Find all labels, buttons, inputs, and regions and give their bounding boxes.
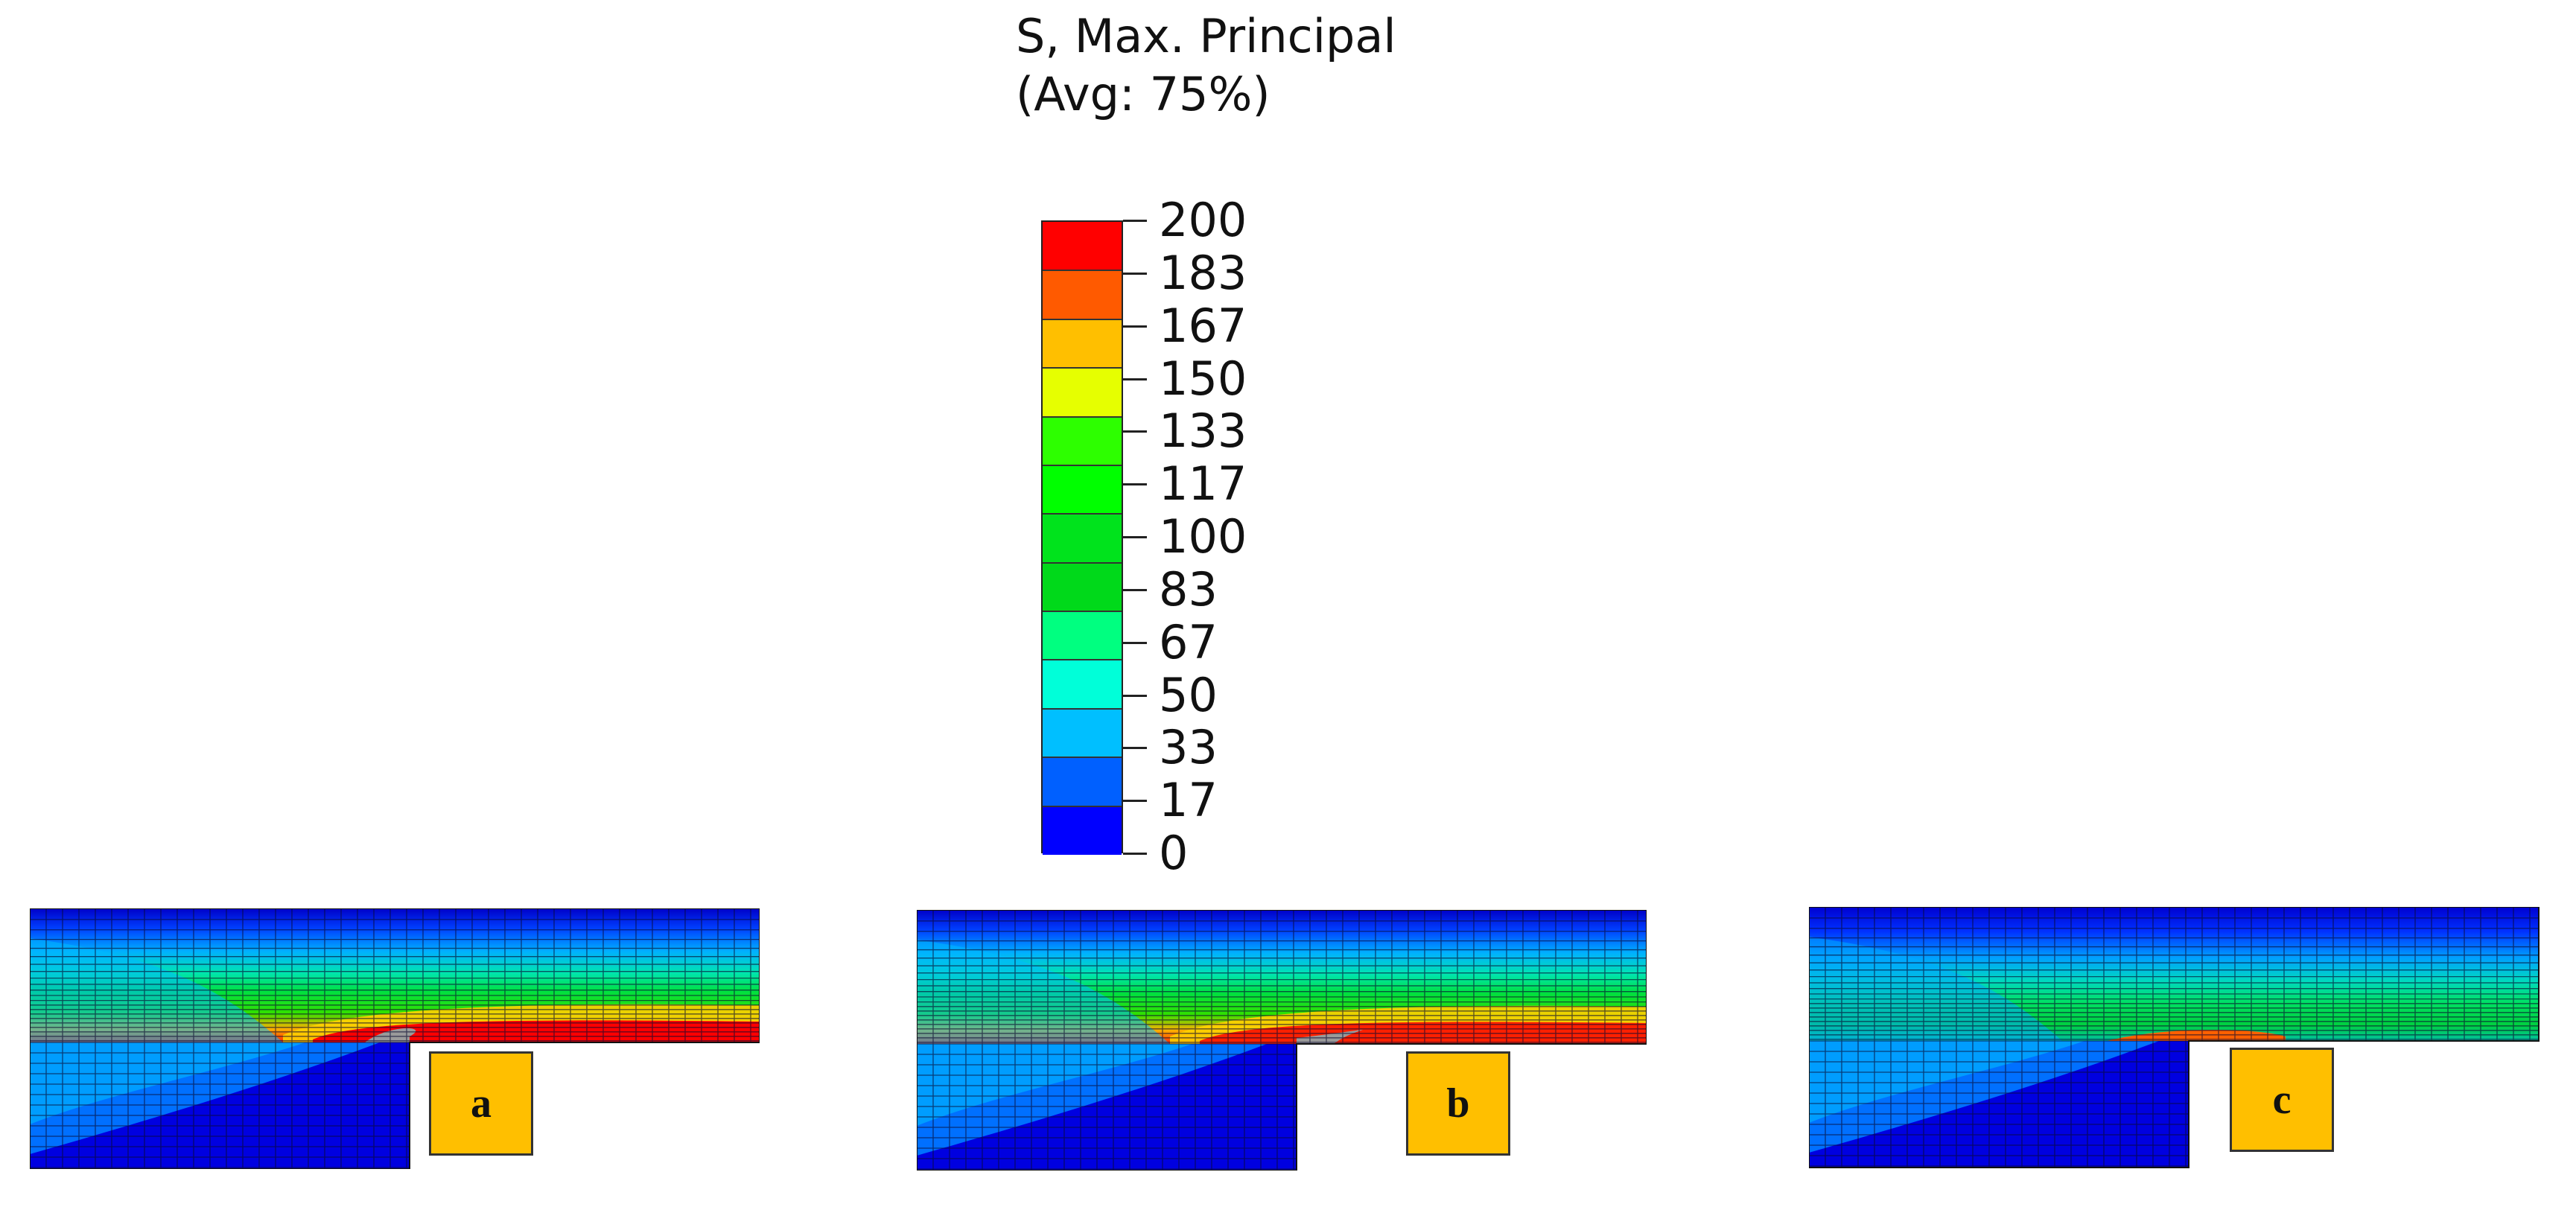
legend-band-separator	[1043, 513, 1122, 515]
legend-band-separator	[1043, 464, 1122, 466]
legend-band-separator	[1043, 561, 1122, 564]
legend-tick-label: 0	[1159, 826, 1189, 880]
legend-band-separator	[1043, 367, 1122, 369]
panel-b	[917, 910, 1647, 1171]
legend-tick	[1123, 325, 1147, 328]
legend-band-separator	[1043, 611, 1122, 613]
legend-tick	[1123, 536, 1147, 538]
legend-band-12	[1043, 806, 1122, 855]
legend-tick-label: 183	[1159, 245, 1247, 300]
legend-tick	[1123, 430, 1147, 433]
legend-tick	[1123, 588, 1147, 591]
legend-tick	[1123, 220, 1147, 222]
legend-tick-label: 67	[1159, 614, 1218, 669]
legend-band-separator	[1043, 270, 1122, 272]
label-badge-a-text: a	[471, 1080, 492, 1127]
legend-band-7	[1043, 562, 1122, 612]
label-badge-b-text: b	[1446, 1080, 1470, 1127]
legend-tick-label: 117	[1159, 456, 1247, 512]
contour-plot-b	[917, 910, 1647, 1171]
legend-tick	[1123, 694, 1147, 697]
stress-band-orange	[2107, 1029, 2286, 1041]
legend-band-0	[1043, 222, 1122, 271]
part-outline	[30, 908, 760, 1169]
legend-tick	[1123, 483, 1147, 486]
legend-band-separator	[1043, 659, 1122, 661]
contour-plot-c	[1809, 907, 2540, 1168]
legend-band-separator	[1043, 757, 1122, 759]
legend-tick	[1123, 800, 1147, 803]
legend-band-8	[1043, 611, 1122, 660]
legend-band-11	[1043, 757, 1122, 806]
legend-tick-label: 133	[1159, 404, 1247, 459]
legend-tick-label: 200	[1159, 193, 1247, 247]
legend-band-separator	[1043, 415, 1122, 418]
panel-a	[30, 908, 760, 1169]
legend-tick	[1123, 378, 1147, 380]
legend-tick-label: 100	[1159, 509, 1247, 564]
contour-plot-a	[30, 908, 760, 1169]
legend-tick-label: 167	[1159, 298, 1247, 353]
label-badge-b: b	[1406, 1051, 1510, 1156]
legend-tick	[1123, 747, 1147, 750]
label-badge-c: c	[2230, 1048, 2334, 1152]
legend-title: S, Max. Principal (Avg: 75%)	[1016, 7, 1396, 124]
legend-band-separator	[1043, 707, 1122, 710]
part-outline	[917, 910, 1647, 1171]
mesh-grid	[30, 908, 760, 1169]
legend-tick	[1123, 853, 1147, 855]
part-outline	[1809, 907, 2540, 1168]
legend-tick-label: 17	[1159, 773, 1218, 828]
panel-c	[1809, 907, 2542, 1171]
legend-band-6	[1043, 514, 1122, 563]
legend-band-10	[1043, 708, 1122, 758]
legend-tick-label: 83	[1159, 561, 1218, 617]
label-badge-c-text: c	[2272, 1077, 2292, 1123]
color-legend-bar	[1041, 220, 1123, 855]
legend-band-separator	[1043, 318, 1122, 320]
legend-band-2	[1043, 319, 1122, 369]
legend-tick	[1123, 641, 1147, 644]
legend-band-5	[1043, 465, 1122, 515]
legend-tick	[1123, 272, 1147, 275]
legend-band-9	[1043, 660, 1122, 709]
legend-tick-label: 150	[1159, 351, 1247, 406]
legend-tick-label: 50	[1159, 667, 1218, 722]
label-badge-a: a	[429, 1051, 533, 1156]
legend-band-separator	[1043, 805, 1122, 807]
legend-title-line1: S, Max. Principal	[1016, 9, 1396, 63]
legend-band-4	[1043, 416, 1122, 465]
legend-band-3	[1043, 368, 1122, 417]
mesh-grid	[917, 910, 1647, 1171]
legend-tick-label: 33	[1159, 720, 1218, 775]
mesh-grid	[1809, 907, 2539, 1168]
legend-band-1	[1043, 270, 1122, 319]
legend-title-line2: (Avg: 75%)	[1016, 67, 1270, 121]
